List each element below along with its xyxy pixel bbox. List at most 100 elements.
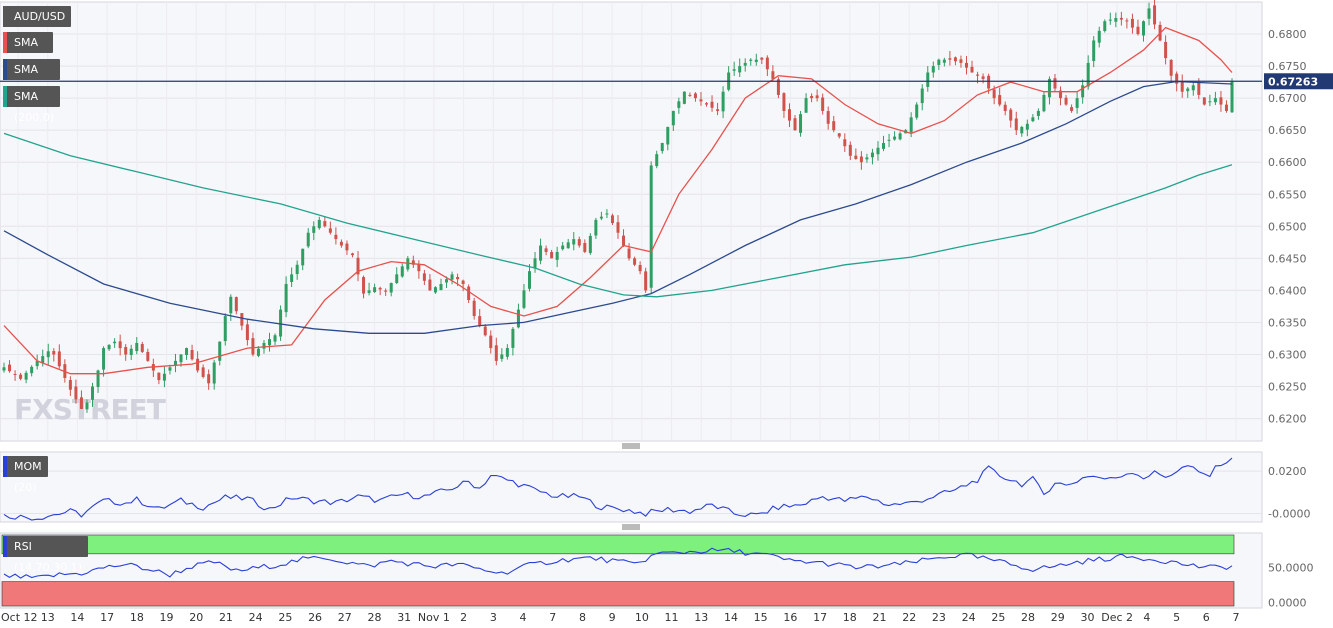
candle-body [854,155,858,160]
y-tick-label: 0.6350 [1268,316,1307,329]
x-tick-label: 27 [338,611,352,624]
candle-body [173,360,177,366]
x-tick-label: 22 [902,611,916,624]
mom-tick-label: -0.0000 [1268,508,1310,521]
candle-body [583,243,587,252]
x-tick-label: 18 [843,611,857,624]
candle-body [1153,5,1157,25]
candle-body [41,356,45,364]
y-tick-label: 0.6300 [1268,348,1307,361]
candle-body [96,370,100,387]
x-tick-label: 4 [520,611,527,624]
candle-body [1147,8,1151,19]
legend-sma200-label: SMA (200,0) [14,90,55,124]
x-tick-label: 6 [1203,611,1210,624]
candle-body [882,142,886,149]
x-tick-label: 14 [724,611,738,624]
candle-body [505,348,509,357]
candle-body [439,283,443,291]
last-price-tag [1264,73,1333,90]
x-tick-label: Dec 2 [1101,611,1133,624]
candle-body [931,66,935,73]
candle-body [378,287,382,290]
candle-body [328,228,332,233]
candle-body [599,216,603,219]
y-tick-label: 0.6200 [1268,413,1307,426]
candle-body [268,339,272,346]
candle-body [810,95,814,99]
candle-body [91,386,95,400]
candle-body [1186,88,1190,92]
candle-body [1191,85,1195,91]
x-tick-label: 25 [278,611,292,624]
candle-body [1086,62,1090,87]
candle-body [57,351,61,367]
candle-body [445,279,449,283]
candle-body [162,373,166,381]
candle-body [312,226,316,233]
legend-sma200[interactable]: SMA (200,0) [3,86,61,124]
candle-body [251,338,255,355]
candle-body [196,358,200,371]
candle-body [179,354,183,363]
candle-body [981,76,985,79]
candle-body [671,110,675,126]
candle-body [705,103,709,105]
candle-body [959,59,963,63]
candle-body [422,273,426,281]
sma-line-1 [3,80,1233,334]
candle-body [1136,26,1140,35]
candle-body [1175,73,1179,84]
x-tick-label: 9 [609,611,616,624]
candle-body [450,274,454,280]
x-tick-label: 7 [549,611,556,624]
candle-body [682,91,686,104]
panel-splitter-1 [622,524,640,530]
legend-mom[interactable]: MOM (20) [3,456,48,494]
candle-body [1180,81,1184,92]
y-tick-label: 0.6250 [1268,381,1307,394]
x-tick-label: 21 [219,611,233,624]
candle-body [262,342,266,349]
candle-body [74,386,78,400]
y-tick-label: 0.6800 [1268,28,1307,41]
x-tick-label: Nov 1 [418,611,450,624]
x-tick-label: 26 [308,611,322,624]
y-tick-label: 0.6550 [1268,188,1307,201]
candle-body [1081,85,1085,98]
candle-body [68,380,72,390]
candle-body [1197,82,1201,95]
candle-body [1125,20,1129,22]
candle-body [168,367,172,371]
candle-body [1059,90,1063,99]
candle-body [102,348,106,370]
candle-body [301,248,305,266]
candle-body [1130,18,1134,28]
candle-body [185,348,189,356]
x-tick-label: 17 [100,611,114,624]
candle-body [339,241,343,246]
legend-rsi[interactable]: RSI (14,70,30,1) [3,536,89,574]
y-tick-label: 0.6600 [1268,156,1307,169]
candle-body [46,351,50,358]
candle-body [992,89,996,99]
legend-symbol[interactable]: AUD/USD [3,6,72,27]
legend-sma20[interactable]: SMA (20,0) [3,32,54,70]
candle-body [688,94,692,96]
candle-body [461,280,465,284]
y-tick-label: 0.6400 [1268,284,1307,297]
candle-body [140,344,144,352]
candle-body [273,335,277,342]
mom-tick-label: 0.0200 [1268,465,1307,478]
candle-body [699,99,703,102]
candle-body [1014,118,1018,131]
candle-body [1075,98,1079,108]
candle-body [240,313,244,326]
candle-body [799,114,803,133]
candle-body [395,274,399,283]
candle-body [616,222,620,233]
legend-sma100[interactable]: SMA (100,0) [3,59,61,97]
candle-body [389,283,393,293]
mom-line [3,457,1233,521]
last-price-label: 0.67263 [1268,75,1318,88]
